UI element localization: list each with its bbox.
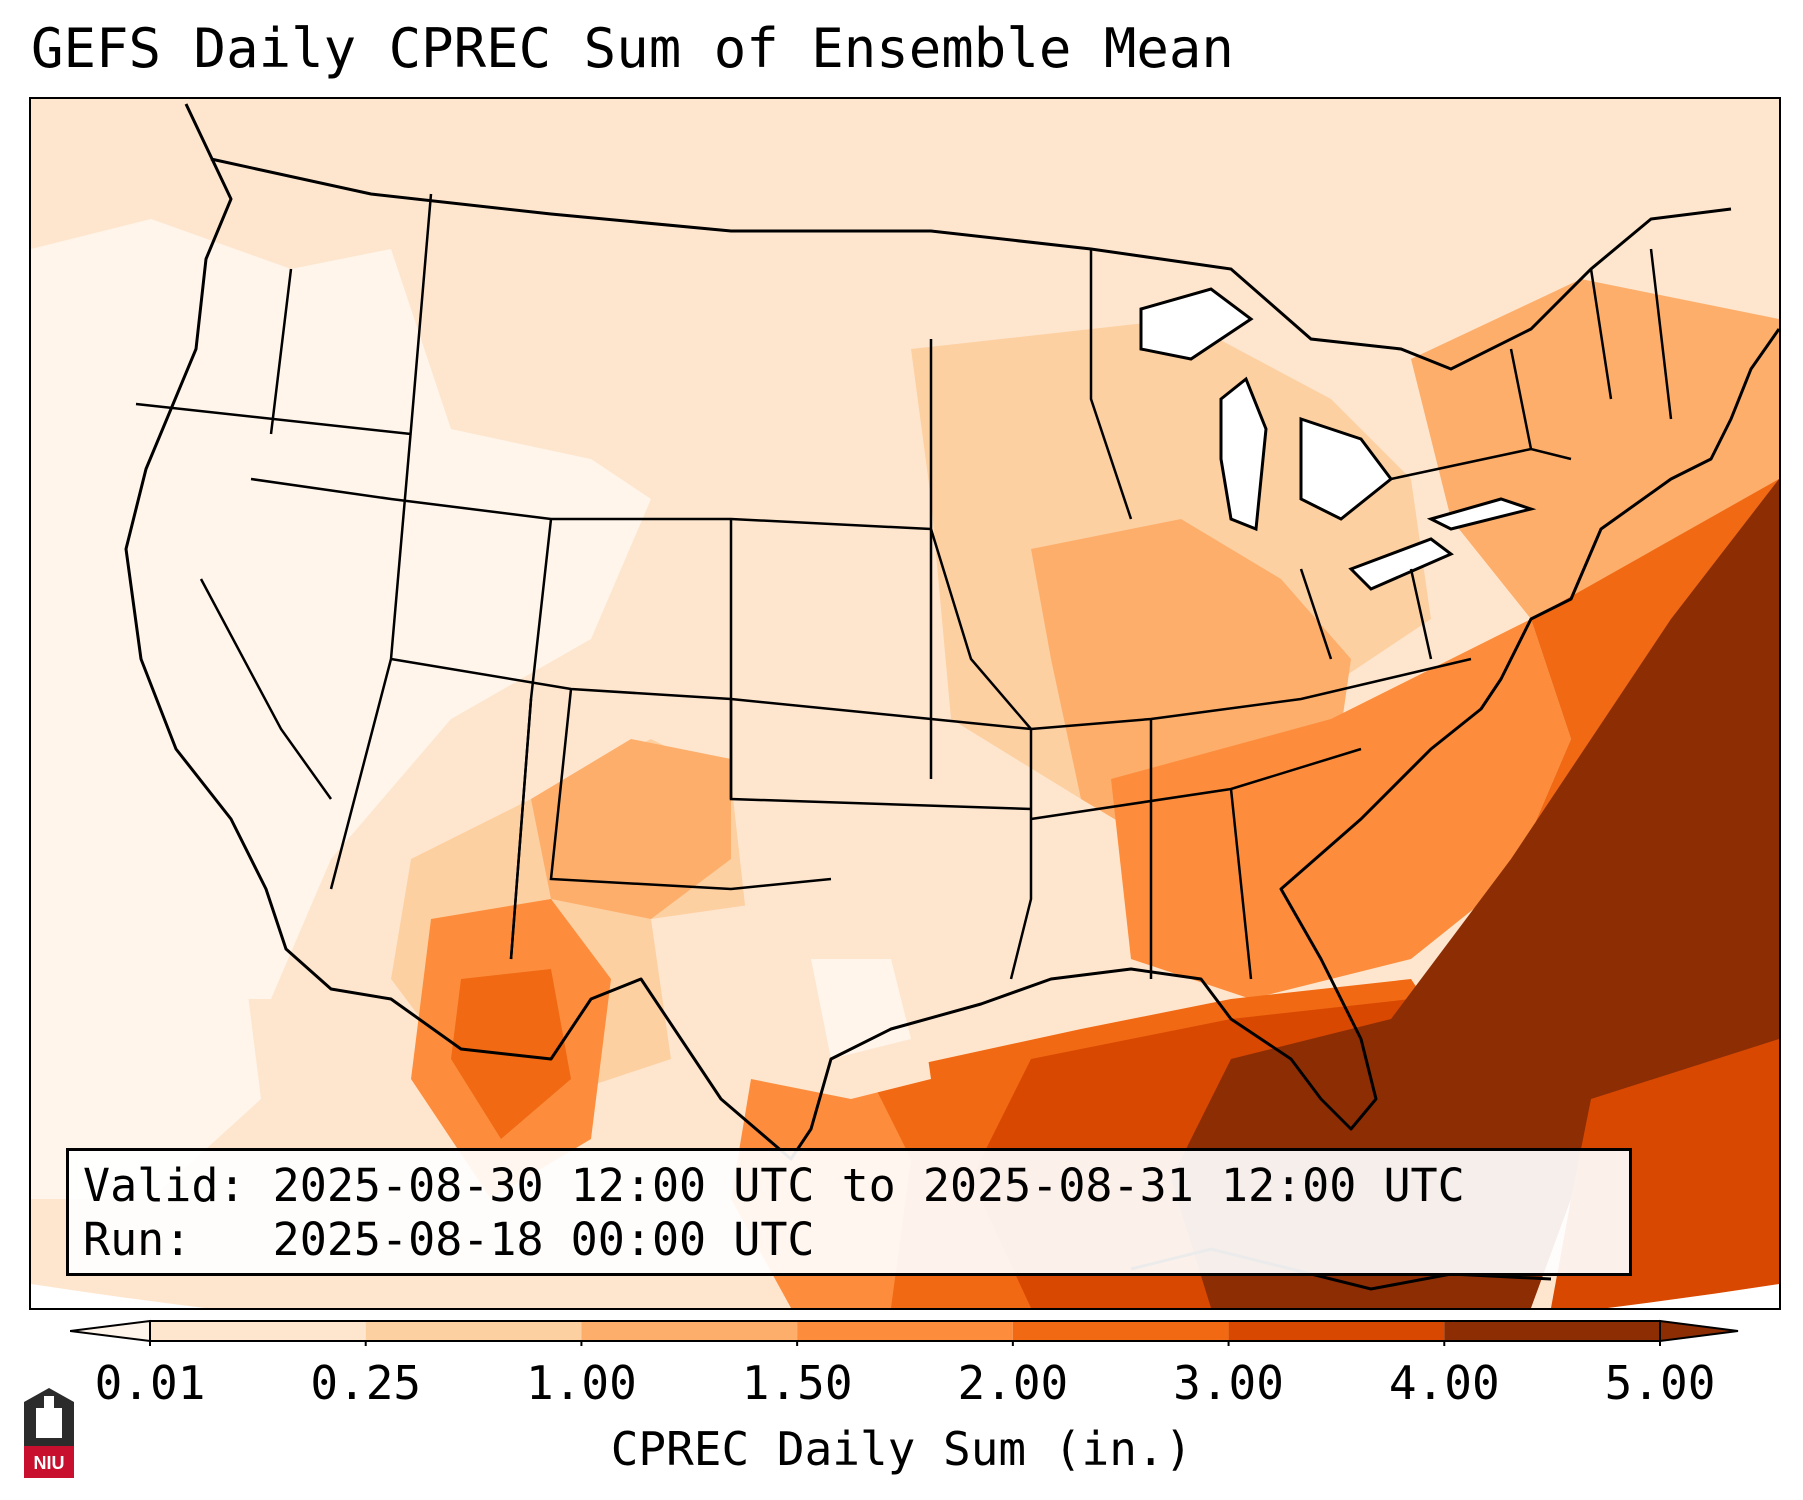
logo-building xyxy=(36,1408,62,1438)
us-outline xyxy=(124,103,1779,1161)
colorbar-segment xyxy=(150,1321,366,1341)
run-time: 2025-08-18 00:00 UTC xyxy=(272,1213,815,1266)
niu-logo: NIU xyxy=(24,1388,74,1478)
logo-tower xyxy=(44,1396,54,1410)
run-label: Run: xyxy=(83,1213,192,1266)
valid-range: 2025-08-30 12:00 UTC to 2025-08-31 12:00… xyxy=(272,1159,1465,1212)
colorbar-extend-min xyxy=(70,1319,151,1343)
colorbar-segment xyxy=(797,1321,1013,1341)
colorbar-tick-label: 0.25 xyxy=(310,1356,422,1410)
colorbar xyxy=(70,1319,1739,1346)
colorbar-segment xyxy=(1012,1321,1229,1341)
colorbar-tick-label: 1.50 xyxy=(741,1356,853,1410)
precip-region-north xyxy=(391,179,951,519)
chart-title: GEFS Daily CPREC Sum of Ensemble Mean xyxy=(31,17,1234,80)
precip-region-southeast xyxy=(1111,619,1571,999)
colorbar-tick-label: 1.00 xyxy=(526,1356,637,1410)
logo-text: NIU xyxy=(34,1453,65,1473)
colorbar-segment xyxy=(581,1321,798,1341)
colorbar-segment xyxy=(1228,1321,1445,1341)
colorbar-label: CPREC Daily Sum (in.) xyxy=(610,1422,1193,1476)
colorbar-tick-label: 3.00 xyxy=(1173,1356,1284,1410)
state-boundaries xyxy=(135,193,1673,980)
precip-region-west xyxy=(31,219,651,999)
colorbar-segment xyxy=(365,1321,582,1341)
colorbar-segment xyxy=(1444,1321,1660,1341)
colorbar-outline xyxy=(149,1320,1661,1342)
precip-map xyxy=(31,99,1779,1308)
precip-region-texas-dry xyxy=(811,959,911,1059)
colorbar-extend-max xyxy=(1659,1319,1739,1343)
precip-region-new-mexico xyxy=(531,739,731,919)
great-lakes xyxy=(1139,287,1537,591)
valid-run-info: Valid: 2025-08-30 12:00 UTC to 2025-08-3… xyxy=(66,1148,1632,1276)
colorbar-tick-label: 0.01 xyxy=(94,1356,206,1410)
colorbar-tick-label: 2.00 xyxy=(957,1356,1069,1410)
valid-label: Valid: xyxy=(83,1159,246,1212)
map-panel xyxy=(29,97,1781,1310)
colorbar-tick-label: 5.00 xyxy=(1604,1356,1716,1410)
colorbar-tick-label: 4.00 xyxy=(1388,1356,1500,1410)
precip-region-pacific xyxy=(31,799,261,1199)
canada-border xyxy=(210,157,1732,371)
logo-banner xyxy=(24,1446,74,1478)
